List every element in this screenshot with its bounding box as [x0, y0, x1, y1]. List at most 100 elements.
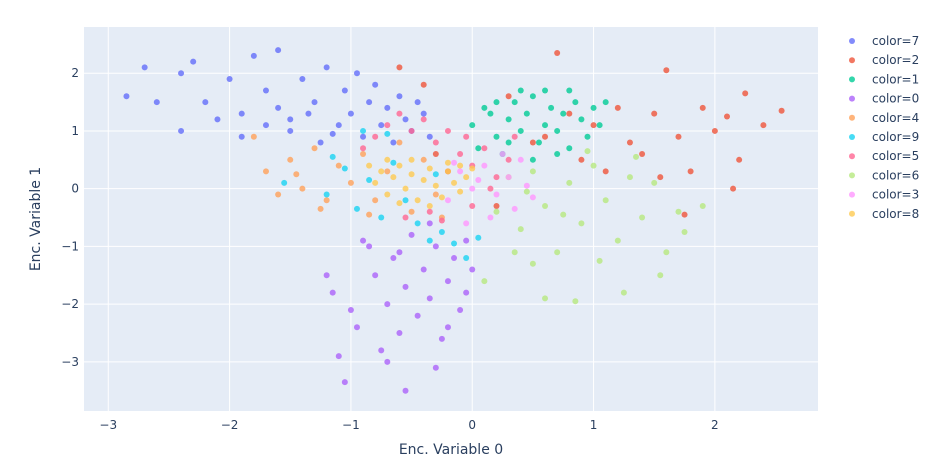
- data-point: [511, 133, 518, 140]
- data-point: [396, 249, 403, 256]
- data-point: [475, 145, 482, 152]
- legend-item[interactable]: color=5: [849, 149, 919, 163]
- data-point: [384, 191, 391, 198]
- data-point: [353, 205, 360, 212]
- data-point: [438, 335, 445, 342]
- data-point: [554, 49, 561, 56]
- data-point: [329, 289, 336, 296]
- data-point: [626, 139, 633, 146]
- x-axis-title: Enc. Variable 0: [399, 442, 503, 458]
- data-point: [529, 260, 536, 267]
- data-point: [584, 133, 591, 140]
- data-point: [578, 116, 585, 123]
- data-point: [366, 211, 373, 218]
- data-point: [639, 214, 646, 221]
- data-point: [317, 205, 324, 212]
- legend-label: color=8: [872, 207, 919, 221]
- data-point: [463, 237, 470, 244]
- data-point: [420, 156, 427, 163]
- data-point: [420, 116, 427, 123]
- data-point: [414, 312, 421, 319]
- x-tick-label: −3: [99, 418, 117, 432]
- data-point: [372, 197, 379, 204]
- data-point: [329, 130, 336, 137]
- data-point: [378, 214, 385, 221]
- data-point: [432, 139, 439, 146]
- data-point: [341, 87, 348, 94]
- data-point: [335, 122, 342, 129]
- data-point: [178, 127, 185, 134]
- data-point: [511, 99, 518, 106]
- legend-label: color=6: [872, 168, 919, 182]
- data-point: [572, 99, 579, 106]
- data-point: [451, 159, 458, 166]
- legend-item[interactable]: color=6: [849, 168, 919, 182]
- data-point: [414, 99, 421, 106]
- data-point: [347, 110, 354, 117]
- data-point: [463, 289, 470, 296]
- data-point: [730, 185, 737, 192]
- data-point: [469, 165, 476, 172]
- data-point: [657, 272, 664, 279]
- data-point: [493, 203, 500, 210]
- data-point: [372, 133, 379, 140]
- data-point: [250, 52, 257, 59]
- data-point: [426, 295, 433, 302]
- data-point: [578, 220, 585, 227]
- data-point: [444, 197, 451, 204]
- legend-item[interactable]: color=7: [849, 34, 919, 48]
- data-point: [778, 107, 785, 114]
- y-tick-label: −2: [61, 297, 79, 311]
- data-point: [505, 139, 512, 146]
- legend: color=7 color=2 color=1 color=0 color=4 color…: [849, 34, 919, 221]
- legend-label: color=9: [872, 130, 919, 144]
- data-point: [523, 188, 530, 195]
- legend-item[interactable]: color=2: [849, 53, 919, 67]
- data-point: [493, 133, 500, 140]
- data-point: [366, 162, 373, 169]
- data-point: [311, 99, 318, 106]
- data-point: [529, 168, 536, 175]
- legend-item[interactable]: color=8: [849, 207, 919, 221]
- data-point: [202, 99, 209, 106]
- data-point: [311, 145, 318, 152]
- data-point: [432, 171, 439, 178]
- data-point: [275, 104, 282, 111]
- legend-item[interactable]: color=9: [849, 130, 919, 144]
- data-point: [596, 122, 603, 129]
- data-point: [402, 214, 409, 221]
- data-point: [699, 104, 706, 111]
- data-point: [451, 240, 458, 247]
- data-point: [457, 151, 464, 158]
- legend-item[interactable]: color=3: [849, 188, 919, 202]
- legend-marker: [849, 76, 855, 83]
- data-point: [402, 185, 409, 192]
- y-tick-label: 0: [71, 182, 79, 196]
- legend-label: color=4: [872, 111, 919, 125]
- data-point: [426, 133, 433, 140]
- data-point: [724, 113, 731, 120]
- data-point: [566, 179, 573, 186]
- data-point: [535, 139, 542, 146]
- data-point: [584, 148, 591, 155]
- data-point: [542, 203, 549, 210]
- legend-label: color=2: [872, 53, 919, 67]
- data-point: [760, 122, 767, 129]
- data-point: [360, 127, 367, 134]
- y-tick-labels: −3 −2 −1 0 1 2: [61, 66, 79, 369]
- legend-item[interactable]: color=4: [849, 111, 919, 125]
- y-tick-label: −1: [61, 239, 79, 253]
- data-point: [651, 110, 658, 117]
- legend-item[interactable]: color=1: [849, 72, 919, 86]
- data-point: [487, 110, 494, 117]
- data-point: [287, 116, 294, 123]
- data-point: [457, 188, 464, 195]
- data-point: [396, 200, 403, 207]
- legend-marker: [849, 191, 855, 198]
- data-point: [457, 162, 464, 169]
- legend-item[interactable]: color=0: [849, 92, 919, 106]
- data-point: [463, 174, 470, 181]
- data-point: [438, 194, 445, 201]
- legend-marker: [849, 134, 855, 140]
